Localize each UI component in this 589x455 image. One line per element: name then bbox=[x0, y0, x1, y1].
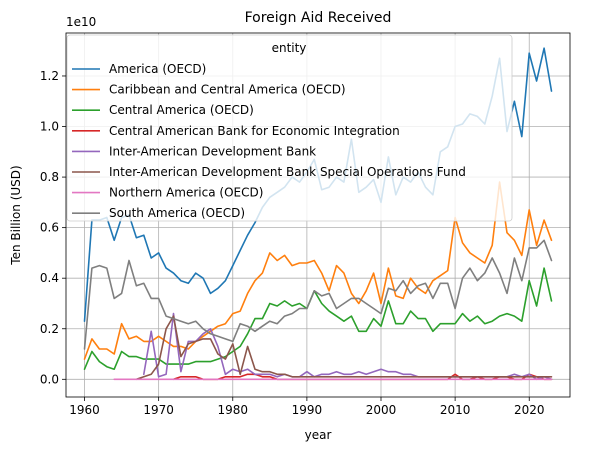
legend-entries: America (OECD) Caribbean and Central Amer… bbox=[72, 62, 466, 220]
x-tick-label: 2020 bbox=[514, 403, 545, 417]
y-tick-label: 0.2 bbox=[40, 322, 59, 336]
x-tick-label: 1960 bbox=[69, 403, 100, 417]
legend-label: Inter-American Development Bank Special … bbox=[109, 165, 466, 179]
axis-ticks: 1960 1970 1980 1990 2000 2010 2020 0.0 0.2 0.4 0.6… bbox=[40, 69, 545, 417]
series-line-8 bbox=[83, 239, 553, 350]
y-tick-label: 0.6 bbox=[40, 221, 59, 235]
y-tick-label: 1.0 bbox=[40, 120, 59, 134]
legend-label: Inter-American Development Bank bbox=[109, 144, 316, 158]
legend-entry: Central American Bank for Economic Integ… bbox=[72, 124, 400, 138]
legend-label: Northern America (OECD) bbox=[109, 186, 263, 200]
legend-label: America (OECD) bbox=[109, 62, 206, 76]
series-line-2 bbox=[83, 181, 553, 360]
legend-label: South America (OECD) bbox=[109, 206, 245, 220]
x-tick-label: 2000 bbox=[366, 403, 397, 417]
y-tick-label: 0.0 bbox=[40, 372, 59, 386]
plot-frame bbox=[65, 32, 571, 398]
legend: entity America (OECD) Caribbean and Centr… bbox=[66, 34, 513, 222]
legend-box bbox=[66, 34, 513, 222]
legend-label: Central America (OECD) bbox=[109, 103, 254, 117]
legend-entry: Inter-American Development Bank bbox=[72, 144, 316, 158]
legend-entry: Caribbean and Central America (OECD) bbox=[72, 83, 346, 97]
series-line-3 bbox=[83, 267, 553, 371]
y-tick-label: 1.2 bbox=[40, 69, 59, 83]
legend-entry: America (OECD) bbox=[72, 62, 206, 76]
y-axis-offset-label: 1e10 bbox=[66, 15, 96, 29]
legend-entry: Central America (OECD) bbox=[72, 103, 254, 117]
x-tick-label: 2010 bbox=[440, 403, 471, 417]
legend-entry: Inter-American Development Bank Special … bbox=[72, 165, 466, 179]
x-tick-label: 1970 bbox=[143, 403, 174, 417]
chart-title: Foreign Aid Received bbox=[245, 10, 392, 26]
y-tick-label: 0.4 bbox=[40, 271, 59, 285]
x-axis-label: year bbox=[305, 428, 332, 442]
y-axis-label: Ten Billion (USD) bbox=[9, 165, 23, 265]
legend-label: Caribbean and Central America (OECD) bbox=[109, 83, 346, 97]
x-tick-label: 1990 bbox=[292, 403, 323, 417]
legend-title: entity bbox=[272, 41, 307, 55]
legend-entry: South America (OECD) bbox=[72, 206, 245, 220]
series-line-6 bbox=[135, 315, 553, 381]
y-tick-label: 0.8 bbox=[40, 170, 59, 184]
x-tick-label: 1980 bbox=[217, 403, 248, 417]
legend-label: Central American Bank for Economic Integ… bbox=[109, 124, 400, 138]
legend-entry: Northern America (OECD) bbox=[72, 186, 263, 200]
